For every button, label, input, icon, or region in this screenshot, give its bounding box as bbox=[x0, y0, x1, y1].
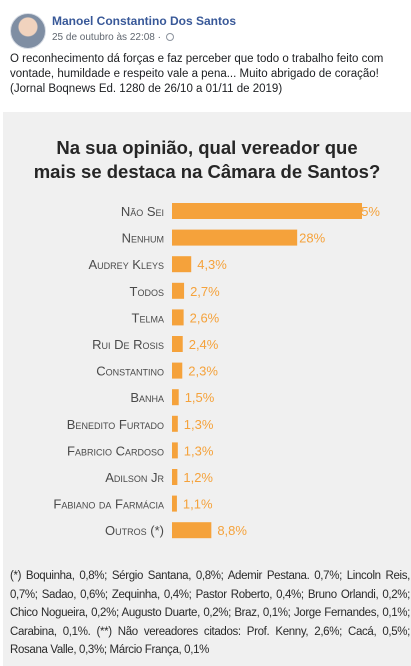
post-header: Manoel Constantino Dos Santos 25 de outu… bbox=[10, 10, 405, 50]
post-author[interactable]: Manoel Constantino Dos Santos bbox=[52, 14, 237, 28]
bar bbox=[172, 336, 183, 352]
bar-label: Banha bbox=[130, 390, 164, 405]
chart-title: Na sua opinião, qual vereador que mais s… bbox=[33, 137, 381, 182]
bar bbox=[172, 256, 192, 273]
bar bbox=[172, 469, 178, 485]
bar-value-label: 4,3% bbox=[197, 257, 227, 272]
bar-value-label: 2,4% bbox=[189, 337, 219, 352]
bar-label: Não Sei bbox=[121, 204, 164, 219]
bar-label: Fabricio Cardoso bbox=[67, 443, 164, 458]
bar-value-label: 2,6% bbox=[190, 310, 220, 325]
bar bbox=[172, 282, 185, 299]
bar-label: Benedito Furtado bbox=[67, 417, 164, 432]
bar-chart: Não Sei 42,5% Nenhum 28% Audrey Kleys 4,3% Tod… bbox=[53, 203, 380, 539]
bar-label: Telma bbox=[132, 310, 164, 325]
globe-icon bbox=[165, 33, 174, 41]
bar-value-label: 1,3% bbox=[184, 443, 214, 458]
bar bbox=[172, 495, 177, 512]
avatar[interactable] bbox=[10, 13, 46, 49]
post-meta: 25 de outubro às 22:08 · bbox=[52, 32, 174, 43]
bar-value-label: 42,5% bbox=[343, 204, 380, 219]
bar bbox=[172, 229, 298, 246]
bar-label: Audrey Kleys bbox=[89, 257, 164, 272]
bar-label: Todos bbox=[130, 284, 164, 299]
bar bbox=[172, 415, 178, 432]
bar-value-label: 2,7% bbox=[190, 284, 220, 299]
bar-value-label: 1,5% bbox=[185, 390, 215, 405]
bar bbox=[172, 442, 178, 459]
bar-value-label: 2,3% bbox=[188, 364, 218, 379]
bar-label: Rui De Rosis bbox=[92, 337, 164, 352]
bar-value-label: 28% bbox=[299, 231, 325, 246]
bar bbox=[172, 309, 184, 326]
bar-value-label: 8,8% bbox=[217, 523, 247, 538]
chart-footnote: (*) Boquinha, 0,8%; Sérgio Santana, 0,8%… bbox=[10, 570, 410, 656]
bar bbox=[172, 522, 212, 539]
post-timestamp[interactable]: 25 de outubro às 22:08 bbox=[52, 32, 155, 43]
bar-label: Adilson Jr bbox=[105, 470, 164, 485]
bar bbox=[172, 203, 362, 219]
bar-value-label: 1,3% bbox=[184, 417, 214, 432]
bar-value-label: 1,2% bbox=[183, 470, 213, 485]
bar-label: Constantino bbox=[96, 364, 164, 379]
bar bbox=[172, 389, 179, 406]
bar-value-label: 1,1% bbox=[183, 497, 213, 512]
post-text: O reconhecimento dá forças e faz percebe… bbox=[10, 53, 384, 95]
bar-label: Outros (*) bbox=[105, 523, 164, 538]
bar-label: Nenhum bbox=[122, 231, 164, 246]
post-photo[interactable]: Na sua opinião, qual vereador que mais s… bbox=[3, 112, 411, 666]
bar-label: Fabiano da Farmácia bbox=[53, 497, 164, 512]
bar bbox=[172, 362, 183, 379]
